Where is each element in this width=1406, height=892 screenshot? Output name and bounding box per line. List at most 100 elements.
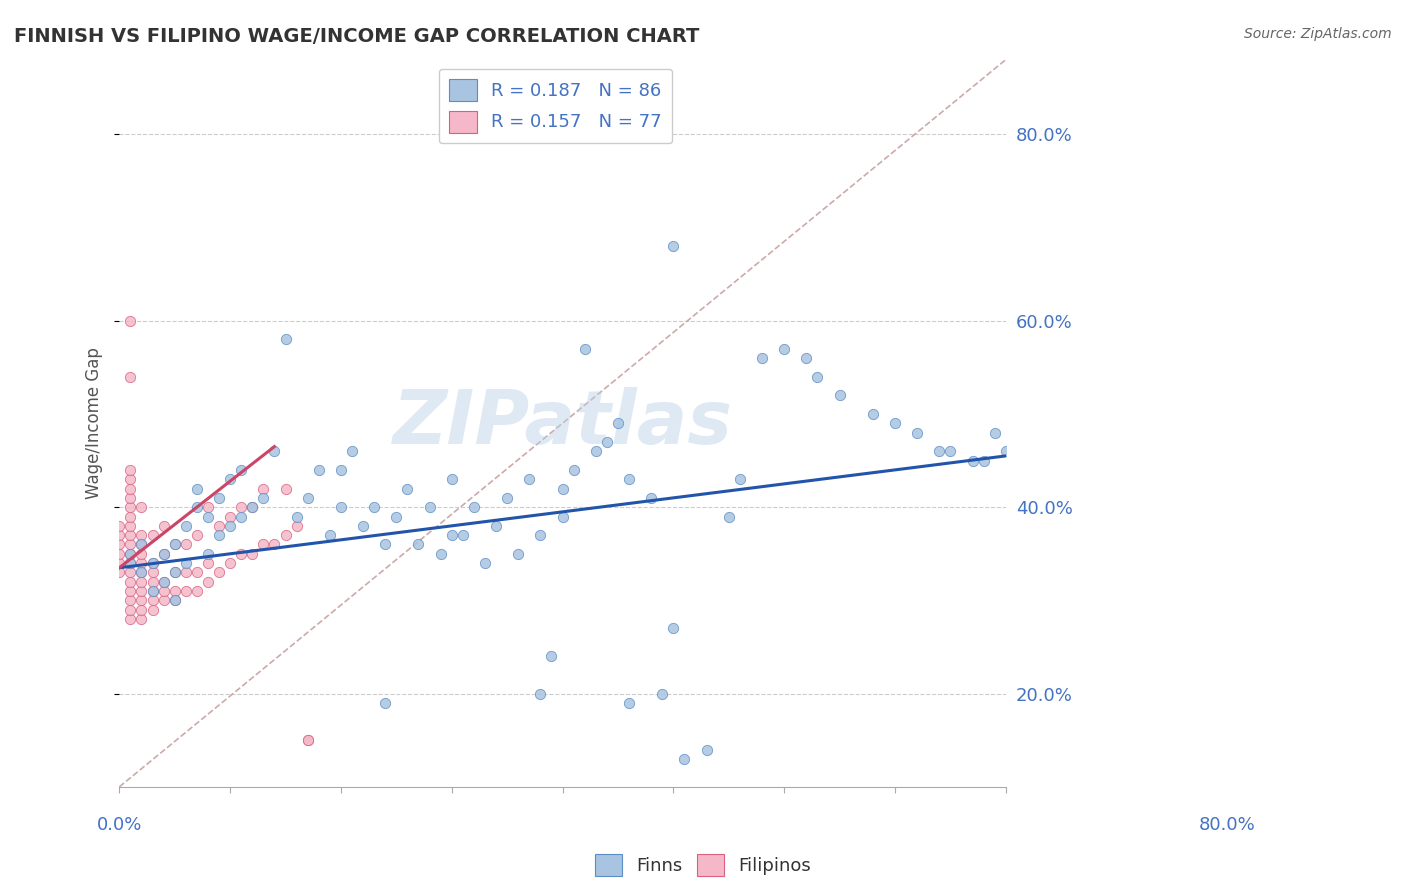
Point: [562, 463, 585, 477]
Point: [120, 463, 142, 477]
Point: [131, 574, 153, 589]
Point: [551, 482, 574, 496]
Text: ZIPatlas: ZIPatlas: [392, 387, 733, 459]
Point: [120, 547, 142, 561]
Point: [197, 574, 219, 589]
Point: [120, 612, 142, 626]
Point: [186, 528, 208, 542]
Point: [152, 547, 174, 561]
Point: [717, 509, 740, 524]
Point: [152, 593, 174, 607]
Point: [141, 566, 163, 580]
Point: [574, 342, 596, 356]
Point: [617, 472, 640, 486]
Point: [751, 351, 773, 365]
Point: [131, 566, 153, 580]
Point: [120, 528, 142, 542]
Point: [274, 482, 297, 496]
Point: [120, 603, 142, 617]
Y-axis label: Wage/Income Gap: Wage/Income Gap: [86, 347, 103, 500]
Point: [163, 593, 186, 607]
Point: [585, 444, 607, 458]
Point: [429, 547, 451, 561]
Point: [240, 500, 263, 515]
Point: [141, 584, 163, 599]
Point: [673, 752, 696, 766]
Point: [329, 463, 352, 477]
Point: [408, 537, 430, 551]
Point: [517, 472, 540, 486]
Point: [529, 528, 551, 542]
Point: [208, 528, 231, 542]
Point: [231, 463, 253, 477]
Point: [263, 537, 285, 551]
Point: [120, 472, 142, 486]
Point: [163, 593, 186, 607]
Point: [340, 444, 363, 458]
Point: [131, 528, 153, 542]
Point: [274, 528, 297, 542]
Point: [120, 314, 142, 328]
Point: [152, 574, 174, 589]
Point: [231, 500, 253, 515]
Point: [796, 351, 818, 365]
Point: [152, 547, 174, 561]
Point: [131, 584, 153, 599]
Point: [474, 556, 496, 570]
Point: [186, 566, 208, 580]
Point: [120, 593, 142, 607]
Point: [828, 388, 851, 402]
Point: [131, 593, 153, 607]
Point: [120, 556, 142, 570]
Point: [374, 537, 396, 551]
Point: [662, 239, 685, 253]
Point: [108, 537, 131, 551]
Point: [141, 556, 163, 570]
Point: [662, 621, 685, 635]
Point: [163, 566, 186, 580]
Point: [928, 444, 950, 458]
Point: [508, 547, 530, 561]
Point: [396, 482, 419, 496]
Point: [617, 696, 640, 710]
Point: [297, 491, 319, 505]
Point: [120, 491, 142, 505]
Point: [728, 472, 751, 486]
Point: [141, 556, 163, 570]
Point: [219, 509, 242, 524]
Point: [285, 509, 308, 524]
Point: [197, 556, 219, 570]
Point: [939, 444, 962, 458]
Point: [485, 519, 508, 533]
Point: [174, 584, 197, 599]
Point: [108, 547, 131, 561]
Point: [884, 417, 907, 431]
Point: [131, 537, 153, 551]
Point: [120, 509, 142, 524]
Point: [163, 566, 186, 580]
Point: [108, 566, 131, 580]
Point: [219, 472, 242, 486]
Point: [596, 434, 619, 449]
Point: [141, 584, 163, 599]
Point: [640, 491, 662, 505]
Point: [120, 547, 142, 561]
Text: 80.0%: 80.0%: [1199, 816, 1256, 834]
Point: [297, 733, 319, 747]
Point: [773, 342, 796, 356]
Point: [120, 566, 142, 580]
Point: [297, 733, 319, 747]
Point: [419, 500, 441, 515]
Point: [163, 537, 186, 551]
Point: [329, 500, 352, 515]
Point: [496, 491, 519, 505]
Point: [186, 500, 208, 515]
Text: FINNISH VS FILIPINO WAGE/INCOME GAP CORRELATION CHART: FINNISH VS FILIPINO WAGE/INCOME GAP CORR…: [14, 27, 699, 45]
Point: [529, 687, 551, 701]
Point: [308, 463, 330, 477]
Point: [285, 519, 308, 533]
Point: [994, 444, 1017, 458]
Point: [973, 453, 995, 467]
Point: [163, 584, 186, 599]
Point: [131, 566, 153, 580]
